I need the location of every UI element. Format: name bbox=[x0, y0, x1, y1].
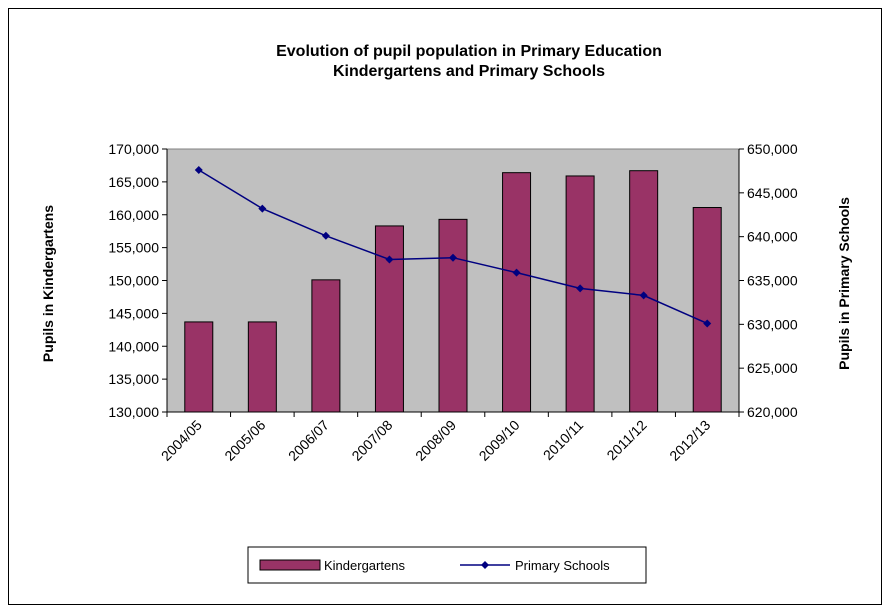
right-axis-tick-label: 640,000 bbox=[747, 229, 798, 245]
bar-kindergartens bbox=[312, 280, 340, 412]
chart-title-line1: Evolution of pupil population in Primary… bbox=[276, 43, 662, 60]
chart: Evolution of pupil population in Primary… bbox=[9, 9, 883, 606]
left-axis-tick-label: 140,000 bbox=[108, 338, 159, 354]
x-axis-tick-label: 2006/07 bbox=[285, 417, 332, 464]
legend-label-kindergartens: Kindergartens bbox=[324, 558, 405, 573]
chart-frame: Evolution of pupil population in Primary… bbox=[8, 8, 882, 605]
x-axis-tick-label: 2008/09 bbox=[412, 417, 459, 464]
bar-kindergartens bbox=[566, 176, 594, 412]
left-axis-tick-label: 145,000 bbox=[108, 305, 159, 321]
left-axis-label: Pupils in Kindergartens bbox=[40, 205, 56, 362]
left-axis-tick-label: 130,000 bbox=[108, 404, 159, 420]
legend-swatch-kindergartens bbox=[260, 560, 320, 570]
right-axis-tick-label: 625,000 bbox=[747, 360, 798, 376]
chart-title-line2: Kindergartens and Primary Schools bbox=[333, 63, 605, 80]
right-axis-tick-label: 645,000 bbox=[747, 185, 798, 201]
left-axis-tick-label: 135,000 bbox=[108, 371, 159, 387]
left-axis-tick-label: 150,000 bbox=[108, 273, 159, 289]
x-axis-tick-label: 2009/10 bbox=[476, 417, 523, 464]
bar-kindergartens bbox=[375, 226, 403, 412]
bar-kindergartens bbox=[248, 322, 276, 412]
bar-kindergartens bbox=[693, 208, 721, 412]
left-axis-tick-label: 160,000 bbox=[108, 207, 159, 223]
x-axis-tick-label: 2004/05 bbox=[158, 417, 205, 464]
legend-label-primary-schools: Primary Schools bbox=[515, 558, 610, 573]
x-axis-tick-label: 2005/06 bbox=[221, 417, 268, 464]
right-axis-tick-label: 630,000 bbox=[747, 316, 798, 332]
left-axis-tick-label: 155,000 bbox=[108, 240, 159, 256]
bar-kindergartens bbox=[503, 173, 531, 412]
x-axis-tick-label: 2012/13 bbox=[666, 417, 713, 464]
right-axis-tick-label: 635,000 bbox=[747, 273, 798, 289]
bar-kindergartens bbox=[630, 171, 658, 412]
right-axis-tick-label: 620,000 bbox=[747, 404, 798, 420]
bar-kindergartens bbox=[185, 322, 213, 412]
right-axis-tick-label: 650,000 bbox=[747, 141, 798, 157]
bar-kindergartens bbox=[439, 219, 467, 412]
x-axis-tick-label: 2007/08 bbox=[348, 417, 395, 464]
left-axis-tick-label: 170,000 bbox=[108, 141, 159, 157]
left-axis-tick-label: 165,000 bbox=[108, 174, 159, 190]
x-axis-tick-label: 2010/11 bbox=[540, 417, 587, 464]
right-axis-label: Pupils in Primary Schools bbox=[836, 197, 852, 370]
x-axis-tick-label: 2011/12 bbox=[603, 417, 650, 464]
